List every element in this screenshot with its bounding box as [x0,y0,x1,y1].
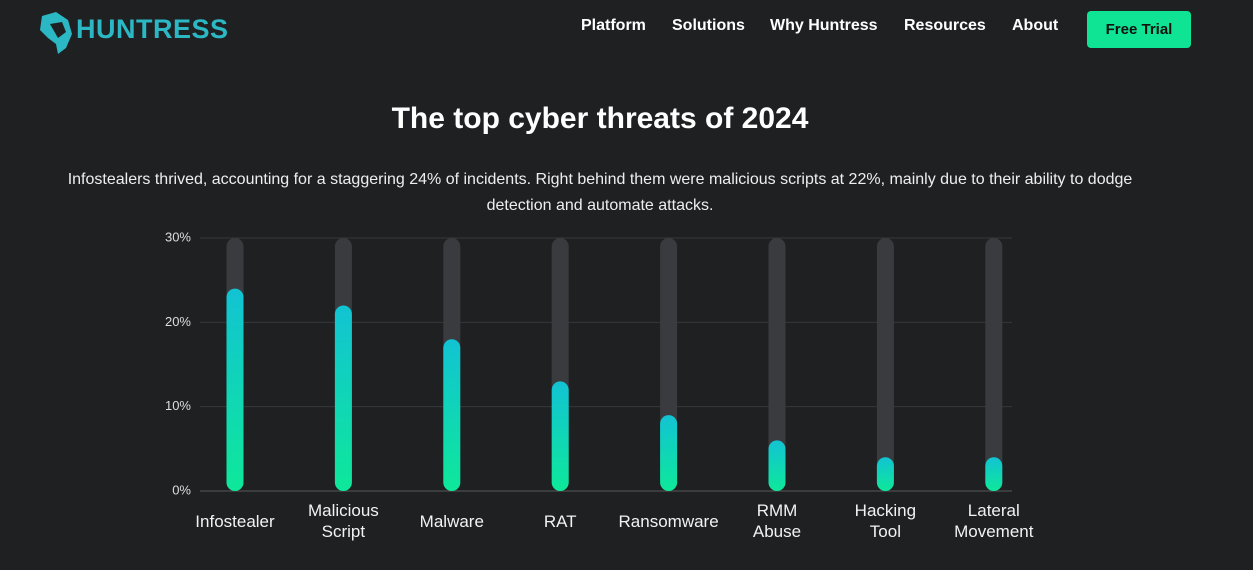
chart-subtitle: Infostealers thrived, accounting for a s… [67,171,1133,214]
bar [226,288,244,491]
nav-item[interactable]: Platform [581,17,646,34]
bar [768,440,786,491]
logo-icon[interactable] [36,8,96,68]
x-tick-label: Lateral Movement [954,501,1034,541]
x-tick-label: RMM Abuse [752,501,802,541]
x-tick-label: Malicious Script [307,501,379,541]
bar-track [768,238,786,491]
y-tick-label: 30% [165,229,191,244]
x-tick-label: Malware [419,511,484,531]
x-tick-label: RAT [543,511,577,531]
nav-item[interactable]: Resources [904,17,986,34]
y-tick-label: 0% [172,482,191,497]
bar [876,457,894,491]
bar-track [985,238,1003,491]
x-tick-label: Ransomware [618,511,719,531]
y-tick-label: 20% [165,314,191,329]
chart-title: The top cyber threats of 2024 [391,102,809,135]
bar [985,457,1003,491]
logo-detail [50,22,66,38]
bar-track [876,238,894,491]
x-tick-label: Hacking Tool [854,501,917,541]
x-tick-label: Infostealer [195,511,275,531]
bar [660,415,678,491]
nav-item[interactable]: Solutions [672,17,745,34]
nav-item[interactable]: Why Huntress [770,17,878,34]
bar [443,339,461,491]
bar [551,381,569,491]
y-tick-label: 10% [165,398,191,413]
bar [334,305,352,491]
cta-button[interactable]: Free Trial [1087,11,1191,48]
nav-item[interactable]: About [1012,17,1059,34]
logo[interactable]: HUNTRESS [76,14,229,44]
